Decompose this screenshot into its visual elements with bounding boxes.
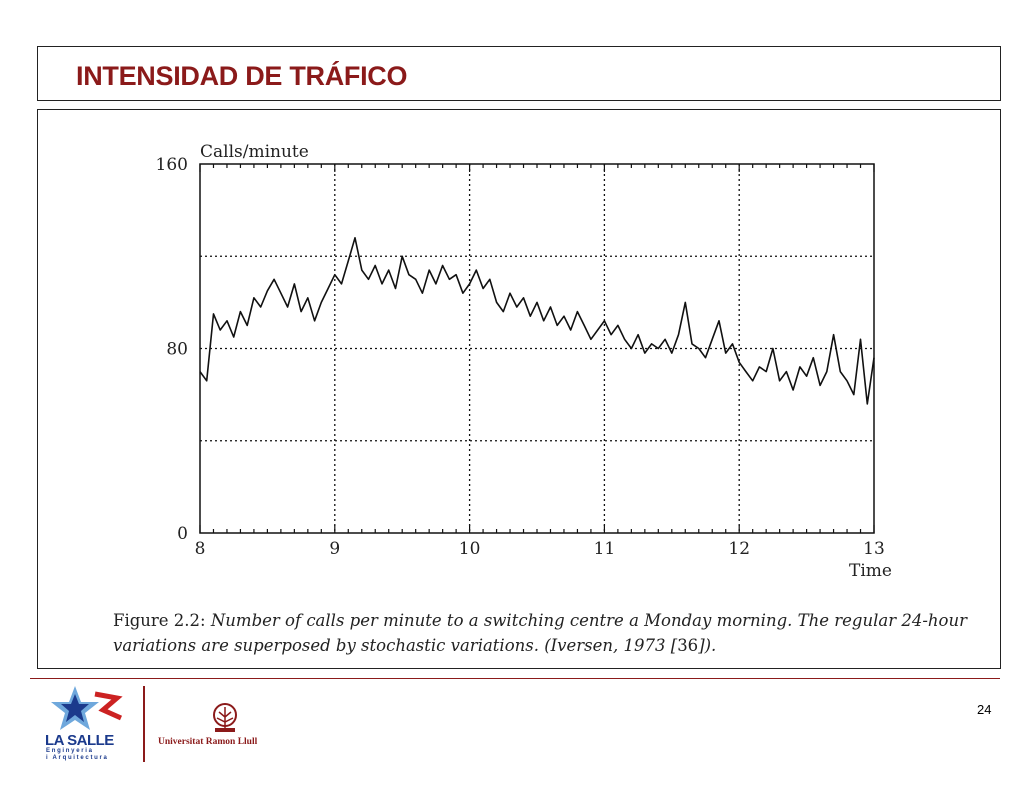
- y-tick-label: 0: [177, 524, 188, 544]
- caption-ref: 36: [677, 636, 699, 655]
- lasalle-name: LA SALLE: [45, 732, 114, 749]
- x-tick-label: 13: [863, 539, 885, 559]
- slide-title: INTENSIDAD DE TRÁFICO: [76, 61, 408, 91]
- figure-caption: Figure 2.2: Number of calls per minute t…: [113, 608, 973, 658]
- series-line: [199, 237, 875, 405]
- university-name: Universitat Ramon Llull: [158, 737, 258, 747]
- url-logo: Universitat Ramon Llull: [158, 700, 308, 760]
- x-tick-label: 12: [728, 539, 750, 559]
- lasalle-sub-1: Enginyeria: [46, 748, 94, 754]
- footer-divider: [30, 678, 1000, 679]
- x-tick-label: 10: [459, 539, 481, 559]
- figure-box: 8 9 10 11 12 13 0 80 160 Calls/minute Time Figure …: [37, 109, 1001, 669]
- lasalle-logo: LA SALLE Enginyeria i Arquitectura: [45, 682, 137, 764]
- logo-divider: [143, 686, 145, 762]
- page-number: 24: [977, 702, 992, 717]
- y-tick-label: 80: [166, 340, 188, 360]
- title-box: INTENSIDAD DE TRÁFICO: [37, 46, 1001, 101]
- lasalle-sub-2: i Arquitectura: [46, 755, 109, 761]
- y-axis-label: Calls/minute: [200, 142, 309, 162]
- x-tick-label: 11: [594, 539, 616, 559]
- x-tick-label: 8: [195, 539, 206, 559]
- university-tree-icon: [213, 703, 237, 732]
- caption-prefix: Figure 2.2:: [113, 611, 211, 630]
- y-tick-label: 160: [156, 155, 188, 175]
- caption-text-1: Number of calls per minute to a switchin…: [113, 611, 967, 655]
- caption-text-2: ]).: [698, 636, 717, 655]
- x-tick-label: 9: [329, 539, 340, 559]
- x-axis-label: Time: [849, 561, 892, 581]
- lasalle-star-icon: [51, 686, 123, 730]
- traffic-chart: 8 9 10 11 12 13 0 80 160 Calls/minute Time: [156, 142, 892, 581]
